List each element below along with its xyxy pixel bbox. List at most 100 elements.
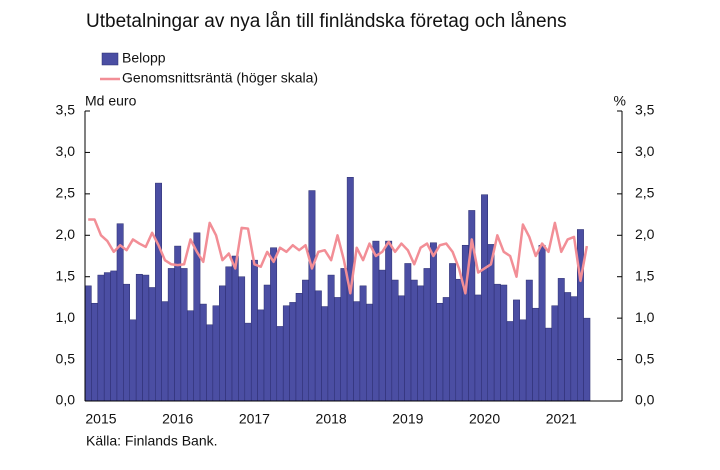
bar — [289, 302, 297, 402]
bar — [199, 303, 207, 402]
bar — [577, 229, 584, 402]
y-tick-label: 1,0 — [56, 309, 76, 325]
y-tick-label: 3,0 — [56, 143, 76, 159]
bar — [193, 232, 201, 402]
legend-label: Belopp — [122, 50, 166, 66]
x-tick-label: 2017 — [239, 411, 270, 427]
bar — [570, 296, 578, 402]
bar — [155, 182, 162, 402]
bar — [110, 270, 118, 402]
bar — [551, 305, 559, 402]
bar — [481, 194, 489, 402]
bar — [212, 305, 220, 402]
y-axis-label: Md euro — [85, 93, 137, 109]
bar — [449, 263, 457, 402]
y2-tick-label: 2,0 — [635, 226, 655, 242]
bar — [282, 305, 290, 402]
bar — [231, 255, 239, 402]
y-tick-label: 2,5 — [56, 185, 76, 201]
bar — [519, 319, 527, 402]
legend-swatch — [101, 52, 119, 66]
bar — [270, 247, 278, 402]
bar — [174, 245, 182, 402]
bar — [238, 276, 246, 402]
bar — [500, 284, 508, 402]
bar — [398, 295, 405, 402]
bar — [366, 303, 373, 402]
y-tick-label: 2,0 — [56, 226, 76, 242]
y2-tick-label: 3,5 — [635, 102, 655, 118]
y-tick-label: 0,5 — [56, 350, 76, 366]
bar — [353, 301, 361, 402]
bar — [142, 274, 150, 402]
bar — [135, 273, 143, 402]
bar — [123, 283, 130, 402]
y-tick-label: 0,0 — [56, 392, 76, 408]
bar — [276, 326, 284, 402]
bar — [557, 278, 565, 402]
bar — [545, 327, 552, 402]
x-tick-label: 2021 — [546, 411, 577, 427]
bar — [583, 317, 591, 402]
bar — [487, 244, 495, 402]
x-tick-label: 2016 — [162, 411, 193, 427]
bar — [334, 297, 341, 402]
bar — [219, 285, 226, 402]
bar — [225, 266, 233, 402]
x-tick-label: 2015 — [85, 411, 116, 427]
bar — [532, 307, 540, 402]
y2-tick-label: 3,0 — [635, 143, 655, 159]
x-tick-label: 2018 — [316, 411, 347, 427]
bar — [423, 268, 431, 402]
y-tick-label: 1,5 — [56, 267, 76, 283]
y2-tick-label: 2,5 — [635, 185, 655, 201]
bar — [308, 190, 316, 402]
bar — [250, 259, 258, 402]
bar — [404, 263, 412, 402]
bar — [84, 285, 92, 402]
bar — [263, 284, 271, 402]
bar — [474, 294, 482, 402]
chart-title: Utbetalningar av nya lån till finländska… — [86, 11, 567, 32]
bar — [417, 285, 425, 402]
bar — [436, 302, 444, 402]
bar — [493, 283, 501, 402]
bar — [91, 302, 99, 402]
bar — [429, 242, 437, 402]
bar — [385, 240, 393, 402]
bar — [116, 223, 124, 402]
bar — [257, 309, 265, 402]
bar — [410, 279, 418, 402]
bar — [314, 290, 322, 402]
source: Källa: Finlands Bank. — [86, 433, 218, 449]
x-tick-label: 2020 — [469, 411, 500, 427]
y2-tick-label: 1,5 — [635, 267, 655, 283]
bar — [295, 293, 303, 402]
bar — [206, 324, 214, 402]
bar — [148, 287, 156, 402]
bar — [161, 301, 169, 402]
bar — [321, 306, 329, 402]
y2-axis-label: % — [614, 93, 626, 109]
bar — [359, 285, 367, 402]
bar — [244, 322, 252, 402]
y2-tick-label: 1,0 — [635, 309, 655, 325]
y-tick-label: 3,5 — [56, 102, 76, 118]
bar — [187, 310, 194, 402]
y2-tick-label: 0,5 — [635, 350, 655, 366]
bar — [538, 244, 546, 402]
bar — [97, 274, 105, 402]
bar — [455, 278, 463, 402]
bar — [129, 319, 137, 402]
line — [88, 218, 589, 295]
bar — [372, 240, 380, 402]
bar — [180, 268, 188, 402]
bar — [513, 299, 520, 402]
bar — [327, 274, 335, 402]
bar — [564, 292, 572, 402]
legend-label: Genomsnittsräntä (höger skala) — [122, 70, 318, 86]
x-tick-label: 2019 — [392, 411, 423, 427]
bar — [506, 321, 514, 402]
y2-tick-label: 0,0 — [635, 392, 655, 408]
